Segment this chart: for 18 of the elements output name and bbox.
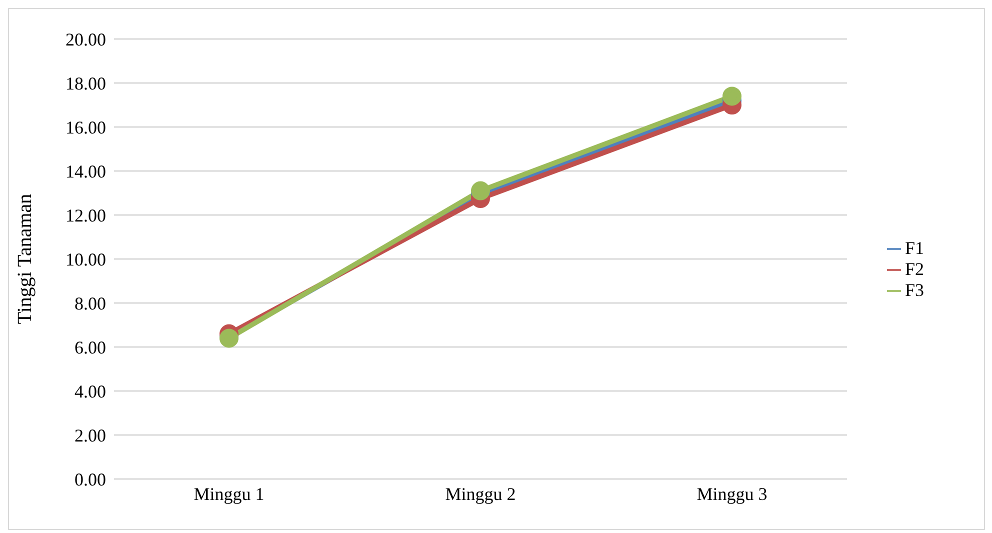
x-tick-label: Minggu 3 <box>696 484 768 504</box>
legend-label: F1 <box>904 238 924 258</box>
y-tick-label: 12.00 <box>66 205 106 226</box>
legend-label: F2 <box>904 258 924 278</box>
y-tick-label: 2.00 <box>74 425 106 446</box>
legend-label: F3 <box>904 280 924 300</box>
x-tick-label: Minggu 1 <box>194 484 264 504</box>
y-tick-label: 6.00 <box>74 337 106 358</box>
x-tick-label: Minggu 2 <box>445 484 516 504</box>
y-axis-title: Tinggi Tanaman <box>14 194 36 324</box>
y-tick-label: 14.00 <box>66 161 106 182</box>
y-tick-label: 4.00 <box>74 381 106 402</box>
y-tick-label: 16.00 <box>66 117 106 138</box>
y-tick-label: 0.00 <box>74 469 106 490</box>
y-tick-label: 18.00 <box>66 73 106 94</box>
y-tick-label: 20.00 <box>66 29 106 50</box>
y-tick-label: 8.00 <box>74 293 106 314</box>
y-tick-label: 10.00 <box>66 249 106 270</box>
